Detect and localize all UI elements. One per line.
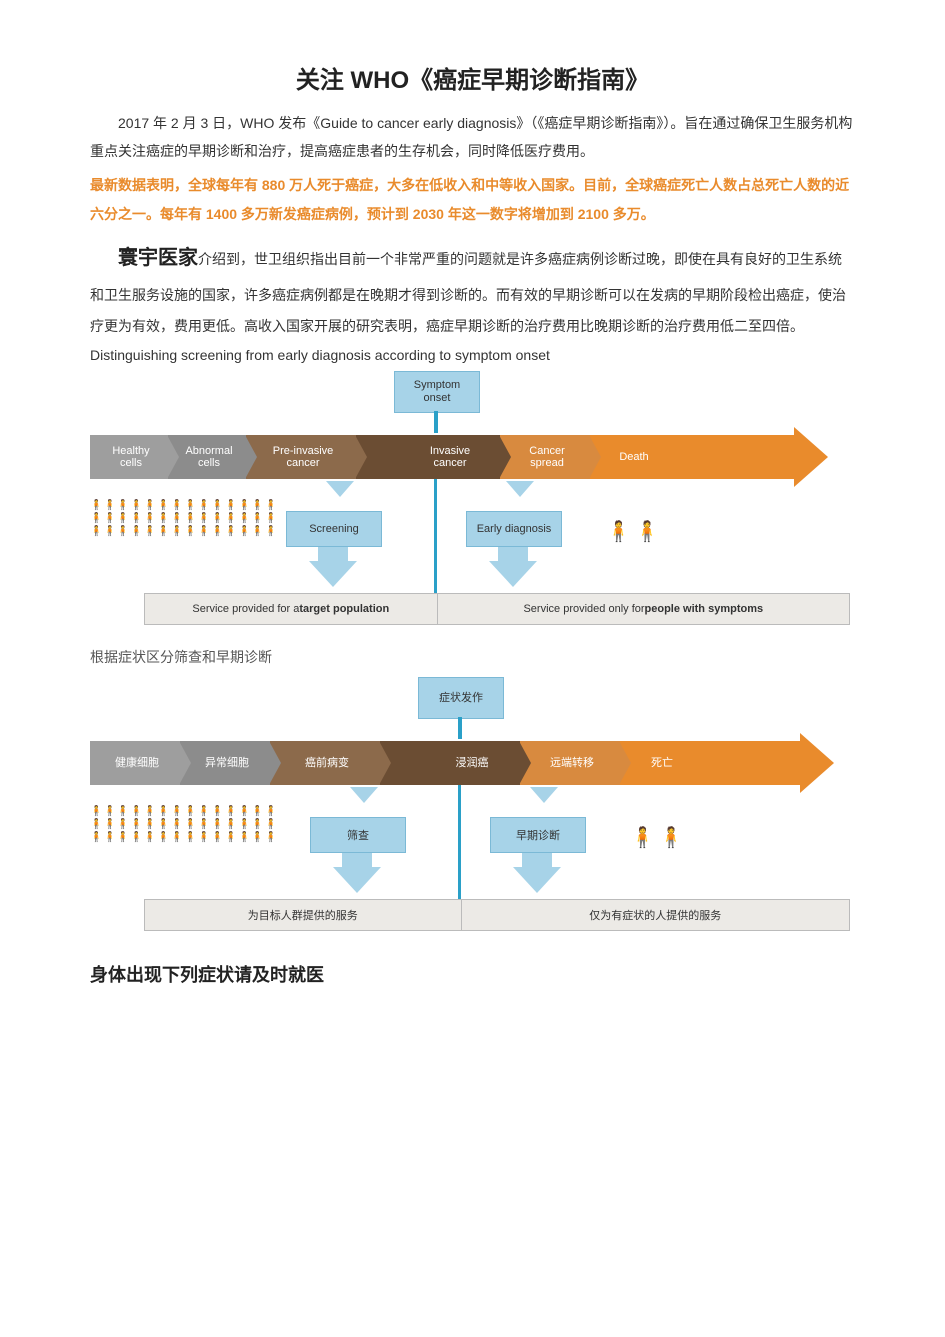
progression-band: HealthycellsAbnormalcellsPre-invasivecan… — [90, 435, 828, 479]
progression-band: 健康细胞异常细胞癌前病变浸润癌远端转移死亡 — [90, 741, 834, 785]
highlight-paragraph: 最新数据表明，全球每年有 880 万人死于癌症，大多在低收入和中等收入国家。目前… — [90, 171, 855, 230]
conn-left — [350, 787, 378, 803]
stage-6: Death — [590, 435, 674, 479]
stage-0: Healthycells — [90, 435, 168, 479]
intro-paragraph: 2017 年 2 月 3 日，WHO 发布《Guide to cancer ea… — [90, 109, 855, 165]
service-right: 仅为有症状的人提供的服务 — [461, 900, 849, 930]
down-stem-left — [342, 853, 372, 867]
early-diagnosis-box: Early diagnosis — [466, 511, 562, 547]
conn-left — [326, 481, 354, 497]
early-diagnosis-box: 早期诊断 — [490, 817, 586, 853]
body-text: 介绍到，世卫组织指出目前一个非常严重的问题就是许多癌症病例诊断过晚，即使在具有良… — [90, 251, 846, 334]
arrow-head — [794, 427, 828, 487]
diagram-en: Symptomonset HealthycellsAbnormalcellsPre… — [90, 371, 850, 641]
arrow-head — [800, 733, 834, 793]
symptom-onset-box: Symptomonset — [394, 371, 480, 413]
symptom-stem — [434, 411, 438, 433]
stage-1: 异常细胞 — [180, 741, 270, 785]
down-arrow-right — [489, 561, 537, 587]
down-arrow-left — [333, 867, 381, 893]
stage-0: 健康细胞 — [90, 741, 180, 785]
service-left: 为目标人群提供的服务 — [145, 900, 461, 930]
population-icons: 🧍🧍🧍🧍🧍🧍🧍🧍🧍🧍🧍🧍🧍🧍 🧍🧍🧍🧍🧍🧍🧍🧍🧍🧍🧍🧍🧍🧍 🧍🧍🧍🧍🧍🧍🧍🧍🧍🧍… — [90, 805, 278, 844]
stage-1: Abnormalcells — [168, 435, 246, 479]
section-heading: 身体出现下列症状请及时就医 — [90, 961, 855, 987]
stage-2: Pre-invasivecancer — [246, 435, 356, 479]
symptom-people-icons: 🧍🧍 — [606, 519, 664, 544]
stage-4: Invasivecancer — [396, 435, 500, 479]
diagram-cn: 症状发作健康细胞异常细胞癌前病变浸润癌远端转移死亡筛查早期诊断🧍🧍🧍🧍🧍🧍🧍🧍🧍… — [90, 677, 850, 947]
arrow-tail — [700, 741, 800, 785]
conn-right — [530, 787, 558, 803]
symptom-onset-box: 症状发作 — [418, 677, 504, 719]
symptom-stem — [458, 717, 462, 739]
symptom-people-icons: 🧍🧍 — [630, 825, 688, 850]
down-arrow-left — [309, 561, 357, 587]
stage-5: Cancerspread — [500, 435, 590, 479]
stage-6: 死亡 — [620, 741, 700, 785]
page-title: 关注 WHO《癌症早期诊断指南》 — [90, 60, 855, 95]
screening-box: 筛查 — [310, 817, 406, 853]
diagram-caption-cn: 根据症状区分筛查和早期诊断 — [90, 647, 855, 667]
down-arrow-right — [513, 867, 561, 893]
conn-right — [506, 481, 534, 497]
down-stem-right — [522, 853, 552, 867]
stage-2: 癌前病变 — [270, 741, 380, 785]
screening-box: Screening — [286, 511, 382, 547]
stage-4: 浸润癌 — [420, 741, 520, 785]
down-stem-right — [498, 547, 528, 561]
service-bar: 为目标人群提供的服务仅为有症状的人提供的服务 — [144, 899, 850, 931]
diagram-caption-en: Distinguishing screening from early diag… — [90, 347, 855, 363]
service-bar: Service provided for a target population… — [144, 593, 850, 625]
population-icons: 🧍🧍🧍🧍🧍🧍🧍🧍🧍🧍🧍🧍🧍🧍 🧍🧍🧍🧍🧍🧍🧍🧍🧍🧍🧍🧍🧍🧍 🧍🧍🧍🧍🧍🧍🧍🧍🧍🧍… — [90, 499, 278, 538]
lead-phrase: 寰宇医家 — [118, 247, 198, 269]
down-stem-left — [318, 547, 348, 561]
arrow-tail — [674, 435, 794, 479]
body-paragraph: 寰宇医家介绍到，世卫组织指出目前一个非常严重的问题就是许多癌症病例诊断过晚，即使… — [90, 236, 855, 342]
service-right: Service provided only for people with sy… — [437, 594, 849, 624]
service-left: Service provided for a target population — [145, 594, 437, 624]
stage-5: 远端转移 — [520, 741, 620, 785]
